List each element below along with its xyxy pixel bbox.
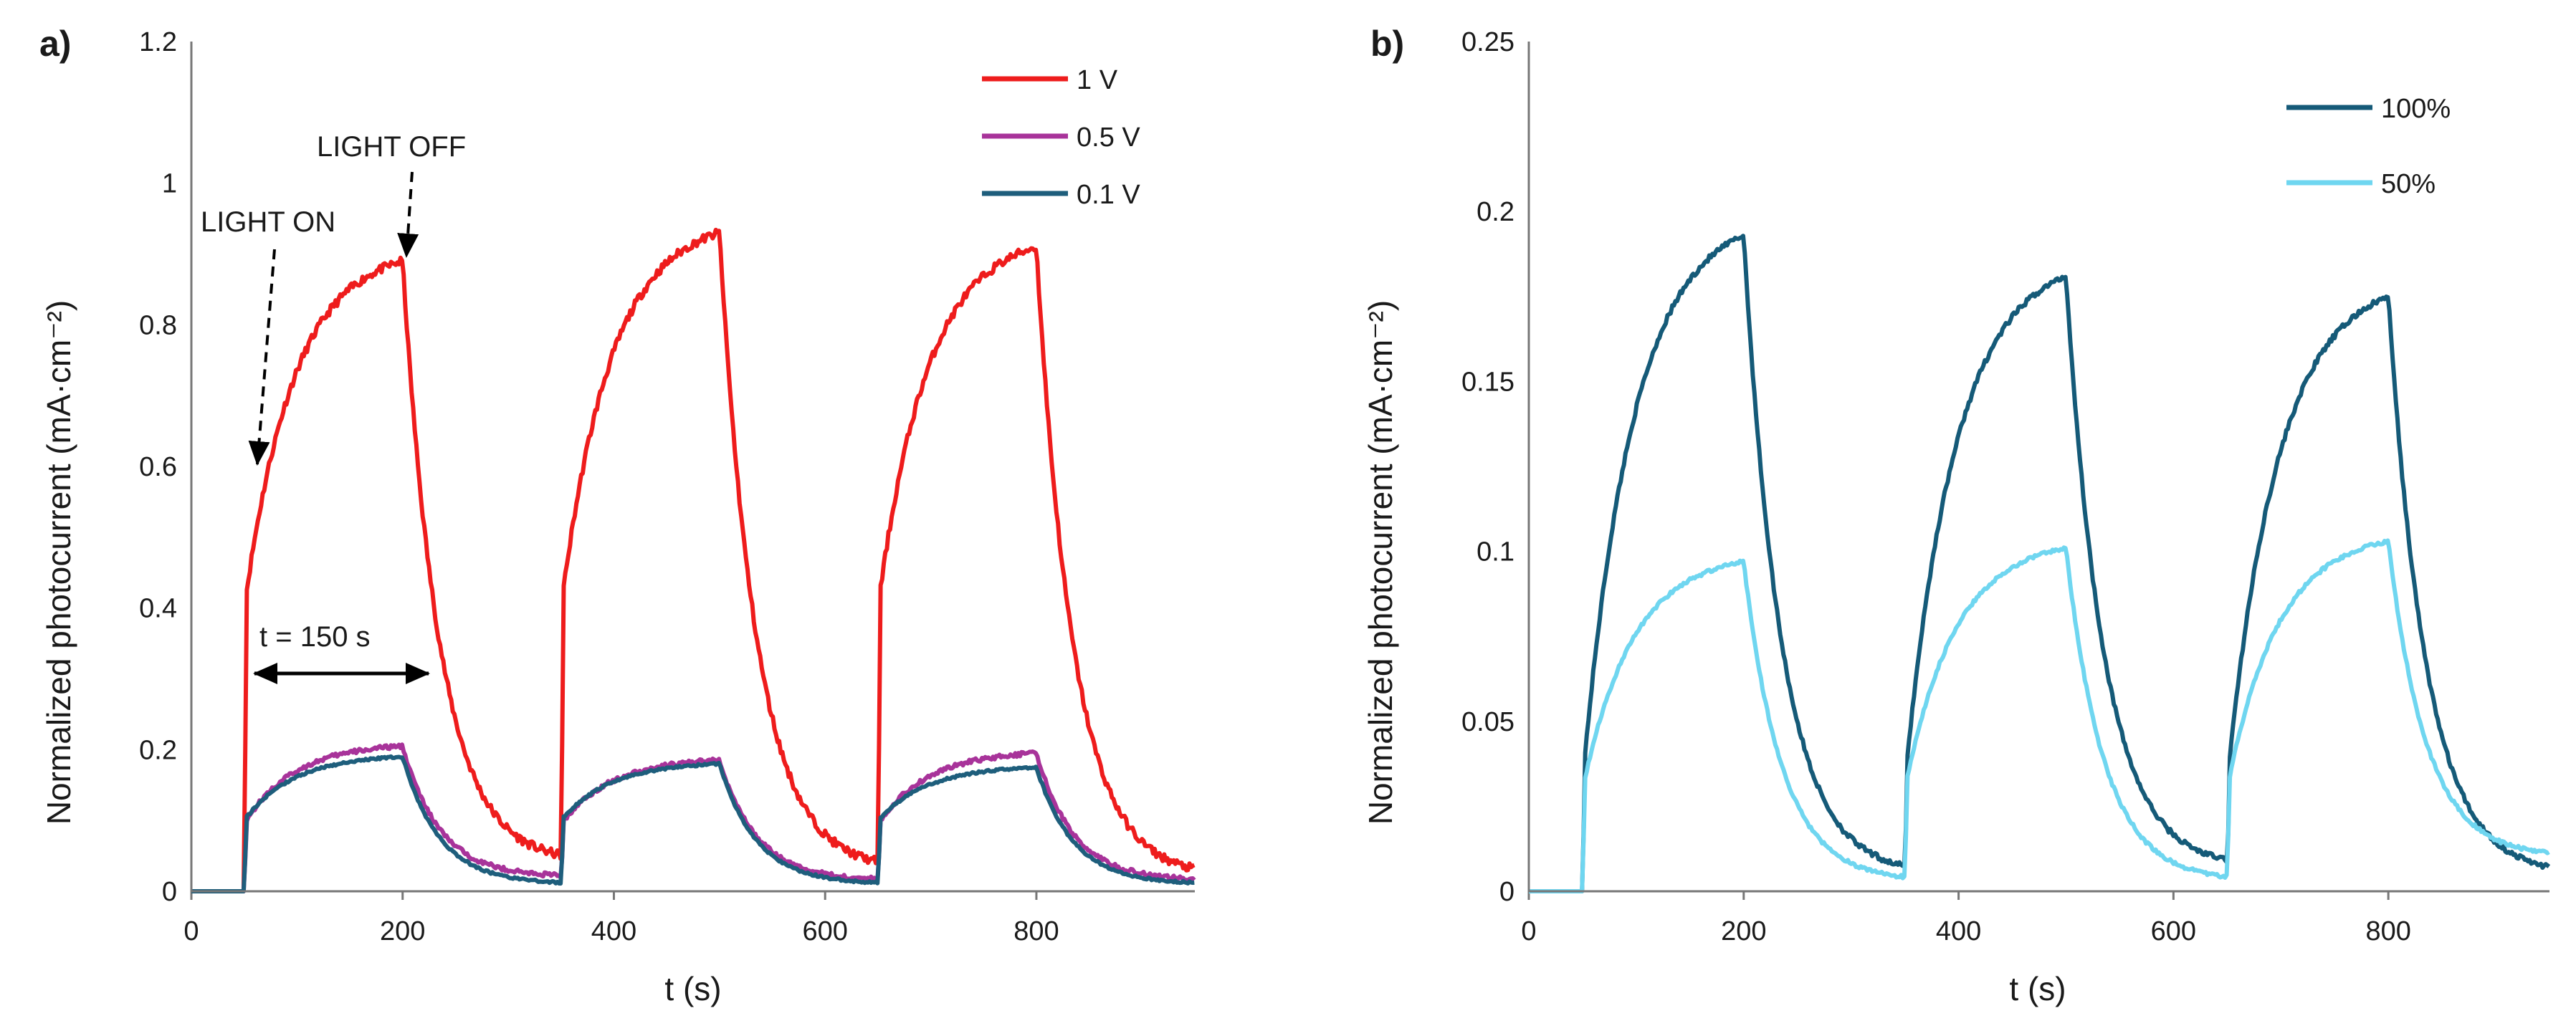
panel-b-legend: 100% 50% bbox=[2286, 94, 2451, 199]
panel-b-y-tick-label: 0.2 bbox=[1477, 197, 1514, 227]
panel-a-series-line bbox=[191, 742, 1196, 893]
panel-a-series-line bbox=[191, 227, 1196, 893]
panel-a-y-axis-title: Normalized photocurrent (mA·cm⁻²) bbox=[40, 300, 77, 825]
panel-b-xlabel: t (s) bbox=[2009, 970, 2066, 1007]
panel-b-x-ticks: 0 200 400 600 800 bbox=[1521, 891, 2411, 946]
panel-b-y-tick-label: 0.15 bbox=[1461, 367, 1514, 397]
panel-a-y-tick-label: 0.6 bbox=[139, 452, 177, 482]
panel-a-y-ticks: 0 0.2 0.4 0.6 0.8 1 1.2 bbox=[139, 27, 177, 907]
panel-b-y-tick-label: 0.05 bbox=[1461, 707, 1514, 737]
panel-a: a) Normalized photocurrent (mA·cm⁻²) t (… bbox=[39, 24, 1196, 1007]
panel-b-y-tick-label: 0.1 bbox=[1477, 537, 1514, 567]
panel-b-y-tick-label: 0.25 bbox=[1461, 27, 1514, 57]
panel-a-label: a) bbox=[39, 24, 71, 64]
panel-b-x-tick-label: 200 bbox=[1721, 916, 1766, 946]
panel-b-ylabel: Normalized photocurrent (mA·cm⁻²) bbox=[1362, 300, 1399, 825]
panel-a-x-tick-label: 400 bbox=[591, 916, 636, 946]
panel-b-x-tick-label: 800 bbox=[2365, 916, 2410, 946]
panel-b-legend-label: 50% bbox=[2381, 169, 2436, 199]
panel-a-y-tick-label: 0.4 bbox=[139, 594, 177, 624]
panel-a-xlabel: t (s) bbox=[664, 970, 721, 1007]
panel-b-y-axis-title: Normalized photocurrent (mA·cm⁻²) bbox=[1362, 300, 1399, 825]
panel-b-series-line bbox=[1528, 234, 2551, 893]
panel-a-legend-label: 1 V bbox=[1077, 65, 1118, 95]
panel-a-series-line bbox=[191, 754, 1196, 893]
panel-a-series bbox=[191, 227, 1196, 893]
interval-label: t = 150 s bbox=[259, 621, 371, 653]
light-on-arrow bbox=[248, 249, 276, 466]
panel-a-y-tick-label: 0.8 bbox=[139, 310, 177, 340]
panel-b-label: b) bbox=[1370, 24, 1404, 64]
panel-a-y-tick-label: 1 bbox=[162, 169, 177, 199]
panel-a-legend: 1 V 0.5 V 0.1 V bbox=[982, 65, 1140, 210]
panel-a-legend-label: 0.1 V bbox=[1077, 180, 1140, 210]
light-off-arrow bbox=[397, 171, 419, 258]
panel-a-ylabel: Normalized photocurrent (mA·cm⁻²) bbox=[40, 300, 77, 825]
panel-a-x-ticks: 0 200 400 600 800 bbox=[183, 891, 1059, 946]
panel-a-x-tick-label: 200 bbox=[380, 916, 425, 946]
panel-b-series bbox=[1528, 234, 2551, 893]
panel-a-x-tick-label: 600 bbox=[803, 916, 848, 946]
panel-a-x-tick-label: 800 bbox=[1013, 916, 1059, 946]
panel-a-x-tick-label: 0 bbox=[183, 916, 199, 946]
panel-a-legend-label: 0.5 V bbox=[1077, 123, 1140, 153]
panel-b-y-tick-label: 0 bbox=[1499, 877, 1514, 907]
light-off-label: LIGHT OFF bbox=[317, 131, 466, 163]
panel-b-series-line bbox=[1528, 538, 2550, 893]
panel-b-y-ticks: 0 0.05 0.1 0.15 0.2 0.25 bbox=[1461, 27, 1514, 907]
panel-b-x-tick-label: 400 bbox=[1936, 916, 1981, 946]
panel-b-x-tick-label: 600 bbox=[2151, 916, 2196, 946]
panel-a-y-tick-label: 1.2 bbox=[139, 27, 177, 57]
panel-a-y-tick-label: 0.2 bbox=[139, 735, 177, 765]
panel-b-legend-label: 100% bbox=[2381, 94, 2451, 124]
panel-b: b) Normalized photocurrent (mA·cm⁻²) t (… bbox=[1362, 24, 2551, 1007]
light-on-label: LIGHT ON bbox=[201, 206, 335, 238]
panel-a-y-tick-label: 0 bbox=[162, 877, 177, 907]
panel-b-x-tick-label: 0 bbox=[1521, 916, 1536, 946]
